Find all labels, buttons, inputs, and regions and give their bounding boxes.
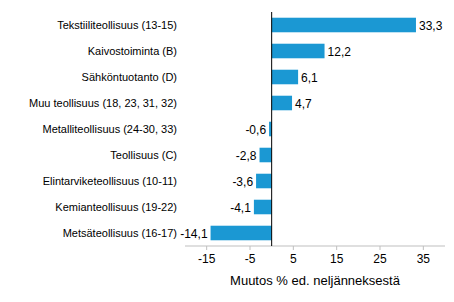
category-label: Kaivostoiminta (B) — [88, 45, 177, 57]
x-tick — [293, 246, 294, 250]
bar — [272, 18, 416, 33]
bar — [256, 174, 272, 189]
x-tick — [206, 246, 207, 250]
data-label: 4,7 — [295, 97, 312, 111]
bars — [211, 18, 416, 241]
x-tick — [250, 246, 251, 250]
data-label: 12,2 — [328, 45, 352, 59]
data-label: -14,1 — [180, 227, 208, 241]
x-axis-title: Muutos % ed. neljänneksestä — [230, 273, 401, 288]
category-label: Sähköntuotanto (D) — [82, 71, 177, 83]
category-label: Kemianteollisuus (19-22) — [55, 201, 177, 213]
bar — [211, 226, 272, 241]
category-label: Metsäteollisuus (16-17) — [63, 227, 177, 239]
data-label: 6,1 — [301, 71, 318, 85]
bar — [272, 96, 292, 111]
x-tick-label: 25 — [373, 252, 387, 266]
zero-line — [271, 12, 272, 246]
bar — [272, 44, 325, 59]
x-tick-label: -15 — [198, 252, 216, 266]
bar — [260, 148, 272, 163]
category-label: Teollisuus (C) — [110, 149, 177, 161]
x-tick — [336, 246, 337, 250]
category-label: Elintarviketeollisuus (10-11) — [43, 175, 177, 187]
x-axis-line — [185, 246, 445, 247]
x-tick-label: 15 — [330, 252, 344, 266]
bar — [272, 70, 298, 85]
chart: -15 -5 5 15 25 35 Muutos % ed. neljänneksestä T… — [0, 0, 454, 302]
x-tick — [423, 246, 424, 250]
x-tick — [380, 246, 381, 250]
x-tick-label: 35 — [417, 252, 431, 266]
data-label: -4,1 — [230, 201, 251, 215]
data-label: 33,3 — [419, 19, 443, 33]
x-tick-label: 5 — [290, 252, 297, 266]
category-label: Metalliteollisuus (24-30, 33) — [42, 123, 177, 135]
category-label: Muu teollisuus (18, 23, 31, 32) — [29, 97, 177, 109]
x-tick-label: -5 — [245, 252, 256, 266]
category-label: Tekstiiliteollisuus (13-15) — [57, 19, 177, 31]
bar — [254, 200, 272, 215]
data-label: -0,6 — [245, 123, 266, 137]
data-label: -2,8 — [236, 149, 257, 163]
data-label: -3,6 — [232, 175, 253, 189]
